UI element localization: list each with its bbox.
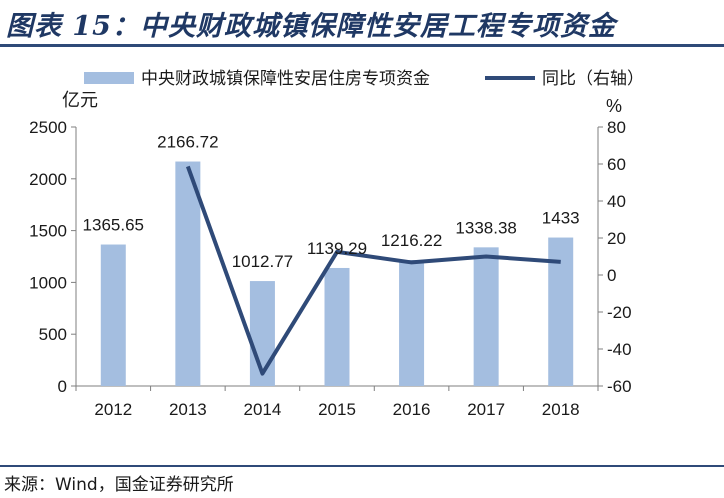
left-tick-label: 0 [58,377,67,396]
x-tick-label: 2014 [244,400,282,419]
yoy-line [185,165,561,376]
right-tick-label: -40 [607,340,632,359]
chart-axes: 0 500 1000 1500 2000 2500 -60 -40 -20 0 20 40 60 80 20… [29,90,631,419]
legend-bar-swatch [84,72,134,84]
bar-data-label: 1338.38 [455,218,516,237]
bar-data-label: 1139.29 [307,239,367,258]
bar-2017 [473,247,499,386]
bar-2012 [100,244,126,386]
chart-legend: 中央财政城镇保障性安居住房专项资金 同比（右轴） [84,69,644,88]
legend-line-label: 同比（右轴） [542,69,644,88]
bar-series [100,161,574,386]
combo-chart: 中央财政城镇保障性安居住房专项资金 同比（右轴） 0500100015002000… [29,69,644,419]
left-tick-label: 2500 [29,118,67,137]
left-tick-label: 2000 [29,170,67,189]
x-tick-label: 2018 [542,400,580,419]
line-series [185,165,561,376]
bar-data-label: 1365.65 [83,216,144,235]
chart-title: 图表 15：中央财政城镇保障性安居工程专项资金 [6,11,616,42]
x-tick-label: 2015 [318,400,356,419]
left-tick-label: 1500 [29,222,67,241]
right-tick-label: 0 [607,266,616,285]
title-bar: 图表 15：中央财政城镇保障性安居工程专项资金 [0,0,724,47]
bar-2013 [175,161,201,386]
left-axis-unit: 亿元 [62,90,98,110]
right-axis-unit: % [606,96,622,116]
x-tick-label: 2017 [467,400,505,419]
bar-data-label: 1216.22 [381,231,442,250]
left-tick-label: 1000 [29,273,67,292]
title-divider [0,44,724,47]
right-tick-label: 80 [607,118,626,137]
right-tick-label: -20 [607,303,632,322]
bar-2016 [399,259,425,386]
left-tick-label: 500 [39,325,67,344]
right-tick-label: -60 [607,377,632,396]
bar-data-label: 1012.77 [232,252,293,271]
x-tick-label: 2013 [169,400,207,419]
right-tick-label: 20 [607,229,626,248]
source-divider [0,465,724,467]
bar-data-label: 2166.72 [157,133,218,152]
source-note: 来源：Wind，国金证券研究所 [4,475,234,495]
data-labels: 1365.65 2166.72 1012.77 1139.29 1216.22 1338.… [83,133,580,272]
right-tick-label: 60 [607,155,626,174]
x-tick-label: 2012 [94,400,132,419]
right-tick-label: 40 [607,192,626,211]
bar-2015 [324,267,350,386]
bar-data-label: 1433 [542,209,580,228]
x-tick-label: 2016 [393,400,431,419]
legend-bar-label: 中央财政城镇保障性安居住房专项资金 [141,69,430,88]
